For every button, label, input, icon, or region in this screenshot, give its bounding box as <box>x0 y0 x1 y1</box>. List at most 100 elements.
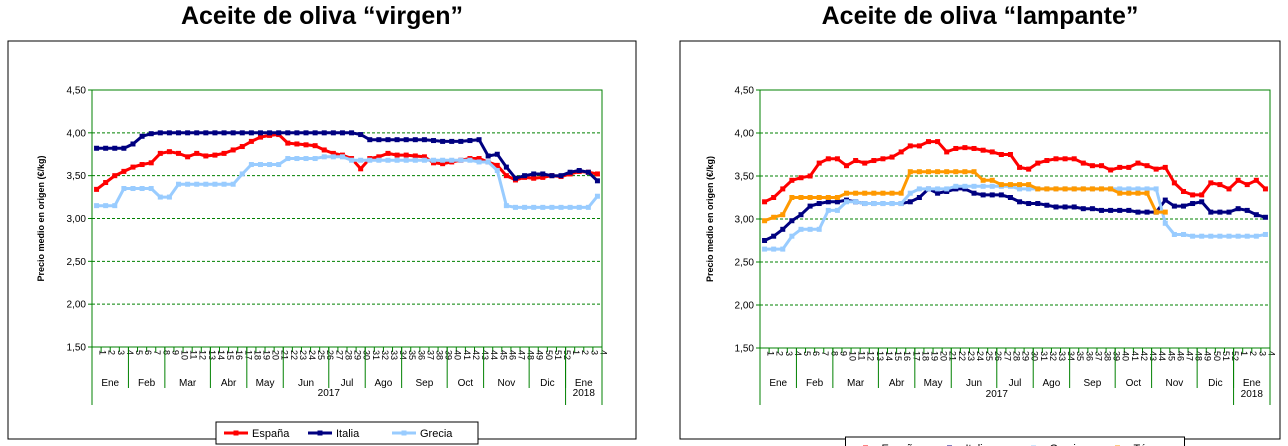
data-point <box>194 150 200 156</box>
week-label: 37 <box>1093 351 1103 361</box>
data-point <box>1162 164 1168 170</box>
data-point <box>312 130 318 136</box>
data-point <box>889 190 895 196</box>
data-point <box>844 190 850 196</box>
legend-marker <box>233 430 239 436</box>
data-point <box>239 130 245 136</box>
data-point <box>567 169 573 175</box>
data-point <box>1089 163 1095 169</box>
data-point <box>1244 233 1250 239</box>
data-point <box>1035 160 1041 166</box>
data-point <box>762 246 768 252</box>
week-label: 27 <box>1002 351 1012 361</box>
data-point <box>112 145 118 151</box>
data-point <box>1026 201 1032 207</box>
data-point <box>1017 182 1023 188</box>
data-point <box>916 169 922 175</box>
month-label: Jul <box>341 378 354 389</box>
week-label: 50 <box>544 350 554 360</box>
data-point <box>203 153 209 159</box>
data-point <box>1117 207 1123 213</box>
data-point <box>394 157 400 163</box>
week-label: 43 <box>480 350 490 360</box>
data-point <box>1044 158 1050 164</box>
data-point <box>1071 156 1077 162</box>
data-point <box>825 199 831 205</box>
data-point <box>531 204 537 210</box>
month-label: Jul <box>1009 378 1022 389</box>
week-label: 30 <box>362 350 372 360</box>
data-point <box>1126 164 1132 170</box>
legend-label: Túnez <box>1134 443 1165 446</box>
data-point <box>476 159 482 165</box>
data-point <box>935 186 941 192</box>
data-point <box>312 143 318 149</box>
data-point <box>798 212 804 218</box>
data-point <box>1235 206 1241 212</box>
data-point <box>825 195 831 200</box>
data-point <box>503 203 509 209</box>
week-label: 1 <box>766 351 776 356</box>
data-point <box>1099 207 1105 213</box>
week-label: 10 <box>848 351 858 361</box>
data-point <box>203 130 209 136</box>
week-label: 4 <box>793 351 803 356</box>
data-point <box>485 153 491 159</box>
data-point <box>230 130 236 136</box>
data-point <box>385 150 391 156</box>
data-point <box>907 169 913 175</box>
legend-label: Grecia <box>420 428 453 440</box>
y-tick-label: 2,50 <box>735 258 755 269</box>
week-label: 9 <box>170 350 180 355</box>
y-tick-label: 4,50 <box>67 86 87 97</box>
week-label: 8 <box>829 351 839 356</box>
data-point <box>540 204 546 210</box>
data-point <box>825 207 831 213</box>
week-label: 34 <box>398 350 408 360</box>
week-label: 4 <box>598 350 608 355</box>
week-label: 43 <box>1148 351 1158 361</box>
data-point <box>780 212 786 218</box>
data-point <box>576 204 582 210</box>
data-point <box>789 177 795 183</box>
data-point <box>998 192 1004 198</box>
week-label: 26 <box>993 351 1003 361</box>
data-point <box>1153 186 1159 192</box>
data-point <box>385 137 391 143</box>
data-point <box>1208 233 1214 239</box>
data-point <box>248 162 254 168</box>
data-point <box>1108 207 1114 213</box>
data-point <box>139 186 145 192</box>
data-point <box>512 204 518 210</box>
data-point <box>558 204 564 210</box>
data-point <box>185 181 191 187</box>
data-point <box>1253 177 1259 183</box>
data-point <box>367 137 373 143</box>
week-label: 12 <box>198 350 208 360</box>
week-label: 17 <box>911 351 921 361</box>
data-point <box>130 186 136 192</box>
data-point <box>594 171 600 177</box>
week-label: 44 <box>489 350 499 360</box>
data-point <box>376 137 382 143</box>
data-point <box>1007 195 1013 200</box>
week-label: 11 <box>857 351 867 360</box>
data-point <box>871 201 877 207</box>
year-label: 2018 <box>1241 389 1264 400</box>
data-point <box>403 152 409 158</box>
week-label: 46 <box>507 350 517 360</box>
data-point <box>585 204 591 210</box>
data-point <box>1035 201 1041 207</box>
data-point <box>403 157 409 163</box>
data-point <box>358 166 364 172</box>
data-point <box>834 195 840 200</box>
week-label: 52 <box>562 350 572 360</box>
data-point <box>1126 190 1132 196</box>
data-point <box>862 201 868 207</box>
data-point <box>121 168 127 174</box>
data-point <box>962 183 968 189</box>
data-point <box>1190 233 1196 239</box>
month-label: Oct <box>1126 378 1142 389</box>
data-point <box>1053 204 1059 210</box>
data-point <box>185 154 191 160</box>
